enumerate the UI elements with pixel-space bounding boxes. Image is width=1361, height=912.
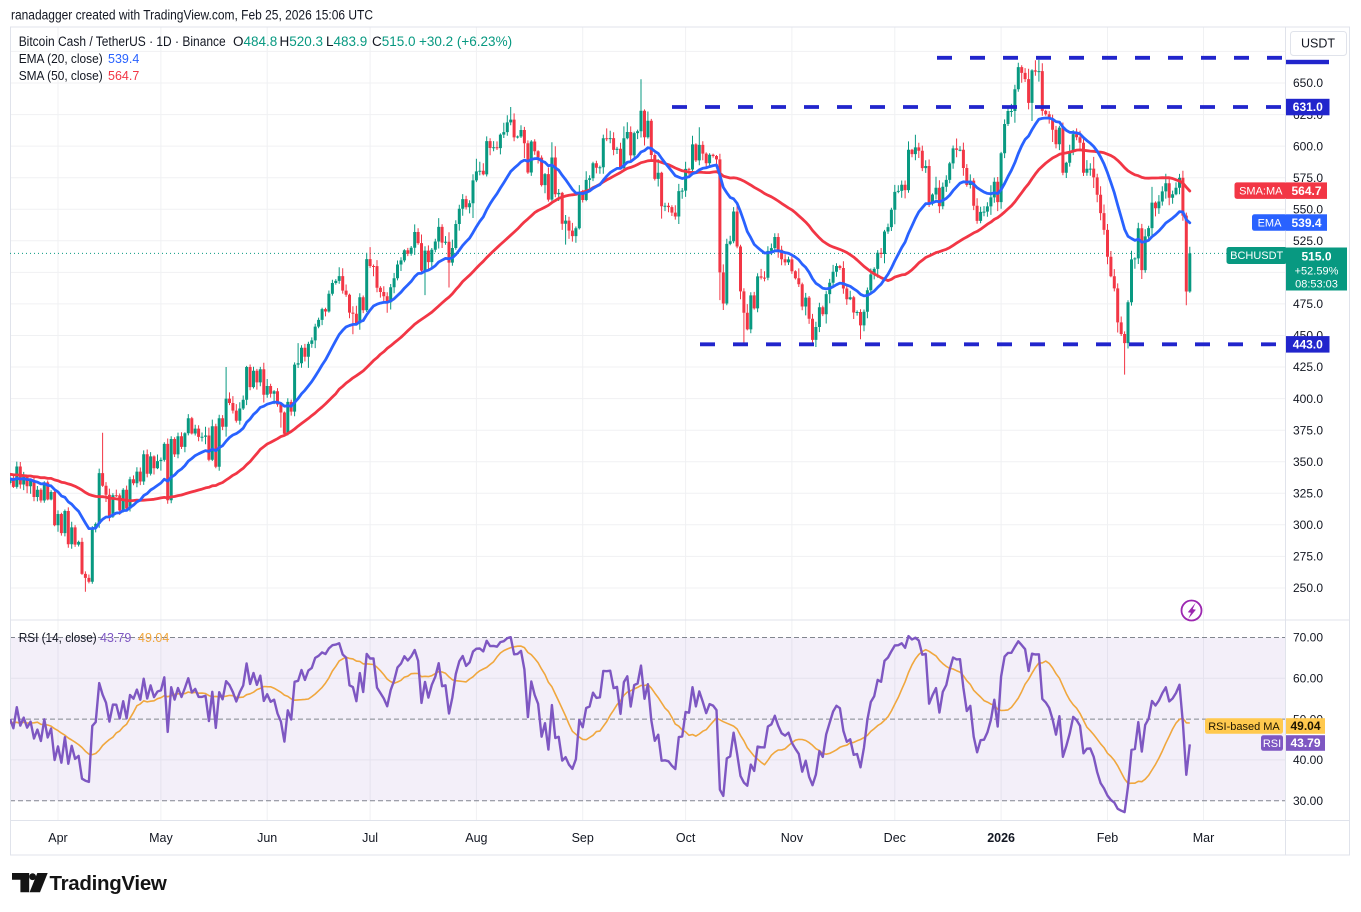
svg-text:60.00: 60.00 bbox=[1293, 672, 1323, 686]
svg-text:275.0: 275.0 bbox=[1293, 550, 1323, 564]
svg-text:650.0: 650.0 bbox=[1293, 76, 1323, 90]
svg-text:Oct: Oct bbox=[676, 831, 696, 845]
svg-text:May: May bbox=[149, 831, 173, 845]
svg-text:Mar: Mar bbox=[1193, 831, 1215, 845]
svg-text:564.7: 564.7 bbox=[1291, 184, 1321, 198]
svg-text:08:53:03: 08:53:03 bbox=[1295, 279, 1338, 291]
svg-text:43.79: 43.79 bbox=[1290, 736, 1320, 750]
svg-text:49.04: 49.04 bbox=[1290, 719, 1320, 733]
svg-text:631.0: 631.0 bbox=[1293, 100, 1323, 114]
svg-text:Sep: Sep bbox=[572, 831, 594, 845]
svg-text:600.0: 600.0 bbox=[1293, 139, 1323, 153]
svg-text:Feb: Feb bbox=[1097, 831, 1119, 845]
svg-text:550.0: 550.0 bbox=[1293, 202, 1323, 216]
svg-text:515.0: 515.0 bbox=[1301, 250, 1331, 264]
svg-text:RSI (14, close): RSI (14, close) bbox=[19, 631, 97, 645]
svg-text:443.0: 443.0 bbox=[1293, 338, 1323, 352]
svg-text:Nov: Nov bbox=[781, 831, 804, 845]
svg-text:325.0: 325.0 bbox=[1293, 487, 1323, 501]
svg-text:Jun: Jun bbox=[257, 831, 277, 845]
svg-text:350.0: 350.0 bbox=[1293, 455, 1323, 469]
svg-text:+52.59%: +52.59% bbox=[1295, 266, 1339, 278]
svg-text:EMA: EMA bbox=[1258, 218, 1283, 230]
svg-text:40.00: 40.00 bbox=[1293, 753, 1323, 767]
svg-text:SMA:MA: SMA:MA bbox=[1239, 186, 1283, 198]
svg-text:EMA (20, close): EMA (20, close) bbox=[19, 52, 103, 66]
svg-text:Dec: Dec bbox=[884, 831, 906, 845]
svg-text:375.0: 375.0 bbox=[1293, 423, 1323, 437]
svg-text:475.0: 475.0 bbox=[1293, 297, 1323, 311]
svg-text:539.4: 539.4 bbox=[108, 52, 139, 66]
svg-text:USDT: USDT bbox=[1301, 37, 1335, 51]
svg-text:425.0: 425.0 bbox=[1293, 360, 1323, 374]
svg-text:30.00: 30.00 bbox=[1293, 794, 1323, 808]
svg-text:49.04: 49.04 bbox=[138, 631, 169, 645]
svg-text:Jul: Jul bbox=[362, 831, 378, 845]
svg-text:BCHUSDT: BCHUSDT bbox=[1230, 250, 1283, 262]
svg-text:525.0: 525.0 bbox=[1293, 234, 1323, 248]
svg-text:564.7: 564.7 bbox=[108, 69, 139, 83]
svg-text:SMA (50, close): SMA (50, close) bbox=[19, 69, 103, 83]
svg-text:43.79: 43.79 bbox=[100, 631, 131, 645]
svg-text:300.0: 300.0 bbox=[1293, 518, 1323, 532]
svg-text:Aug: Aug bbox=[465, 831, 487, 845]
svg-text:Apr: Apr bbox=[48, 831, 67, 845]
svg-text:70.00: 70.00 bbox=[1293, 631, 1323, 645]
svg-text:575.0: 575.0 bbox=[1293, 171, 1323, 185]
svg-text:539.4: 539.4 bbox=[1291, 216, 1321, 230]
svg-text:ranadagger created with Tradin: ranadagger created with TradingView.com,… bbox=[11, 8, 373, 23]
svg-text:RSI-based MA: RSI-based MA bbox=[1208, 721, 1280, 733]
svg-text:RSI: RSI bbox=[1263, 738, 1281, 750]
svg-text:2026: 2026 bbox=[987, 831, 1015, 845]
svg-text:TradingView: TradingView bbox=[50, 872, 167, 895]
svg-text:400.0: 400.0 bbox=[1293, 392, 1323, 406]
svg-text:250.0: 250.0 bbox=[1293, 581, 1323, 595]
svg-text:Bitcoin Cash / TetherUS · 1D ·: Bitcoin Cash / TetherUS · 1D · Binance bbox=[19, 34, 226, 49]
